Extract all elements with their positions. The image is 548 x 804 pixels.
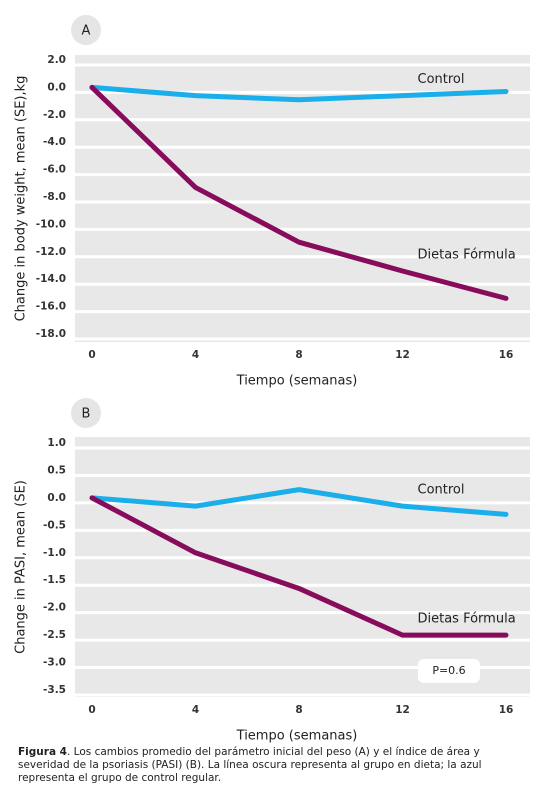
y-axis-label: Change in PASI, mean (SE): [14, 480, 29, 654]
y-tick-label: -1.0: [43, 547, 66, 559]
y-axis-label: Change in body weight, mean (SE),kg: [14, 76, 29, 322]
series-label: Dietas Fórmula: [418, 247, 516, 262]
y-tick-label: -0.5: [43, 519, 66, 531]
y-tick-label: -2.0: [43, 109, 66, 121]
x-tick-label: 12: [395, 349, 410, 361]
series-line: [89, 84, 509, 103]
x-tick-label: 4: [192, 349, 199, 361]
series-line: [89, 84, 509, 301]
y-tick-label: -3.0: [43, 657, 66, 669]
x-tick-label: 8: [295, 704, 302, 716]
x-tick-label: 12: [395, 704, 410, 716]
annotation-box: [418, 659, 480, 683]
panel-badge: [71, 398, 101, 428]
annotation: P=0.6: [432, 664, 465, 677]
x-tick-label: 16: [499, 349, 514, 361]
y-tick-label: -3.5: [43, 684, 66, 696]
plot-background: [75, 437, 530, 697]
series-line: [89, 495, 509, 638]
y-tick-label: -18.0: [36, 328, 66, 340]
y-tick-label: -12.0: [36, 246, 66, 258]
y-tick-label: 0.0: [47, 81, 66, 93]
y-tick-label: 0.5: [47, 464, 66, 476]
y-tick-label: -16.0: [36, 301, 66, 313]
y-tick-label: -1.5: [43, 574, 66, 586]
y-tick-label: -10.0: [36, 218, 66, 230]
x-tick-label: 0: [88, 704, 95, 716]
y-tick-label: -4.0: [43, 136, 66, 148]
series-label: Dietas Fórmula: [418, 612, 516, 627]
series-label: Control: [418, 72, 465, 87]
y-tick-label: -2.5: [43, 629, 66, 641]
panel-label: A: [82, 24, 91, 39]
series-label: Control: [418, 483, 465, 498]
y-tick-label: -6.0: [43, 164, 66, 176]
x-tick-label: 4: [192, 704, 199, 716]
x-axis-label: Tiempo (semanas): [236, 729, 358, 744]
figure: A 2.0 0.0 -2.0 -4.0 -6.0 -8.0 -10.0 -12.0 -14.0 -1…: [14, 15, 530, 744]
y-tick-label: 2.0: [47, 54, 66, 66]
plot-background: [75, 55, 530, 342]
x-axis-label: Tiempo (semanas): [236, 374, 358, 389]
caption-text: . Los cambios promedio del parámetro ini…: [18, 746, 482, 784]
panel-badge: [71, 15, 101, 45]
x-tick-label: 8: [295, 349, 302, 361]
y-tick-label: 1.0: [47, 437, 66, 449]
x-tick-label: 16: [499, 704, 514, 716]
series-line: [89, 487, 509, 517]
y-tick-label: -2.0: [43, 602, 66, 614]
caption-label: Figura 4: [18, 746, 67, 758]
y-tick-label: -14.0: [36, 273, 66, 285]
panel-label: B: [82, 407, 91, 422]
x-tick-label: 0: [88, 349, 95, 361]
caption: Figura 4. Los cambios promedio del parám…: [18, 746, 524, 785]
y-tick-label: -8.0: [43, 191, 66, 203]
y-tick-label: 0.0: [47, 492, 66, 504]
